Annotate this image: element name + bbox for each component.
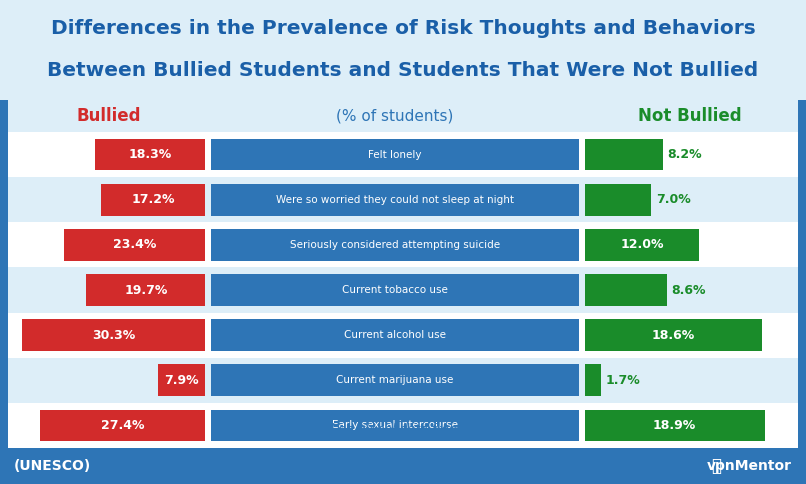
- Bar: [584, 274, 667, 306]
- Bar: [23, 319, 206, 351]
- Bar: [798, 100, 806, 448]
- Text: ⛨: ⛨: [711, 457, 721, 475]
- Bar: [39, 409, 206, 441]
- Text: 18.3%: 18.3%: [128, 148, 172, 161]
- Bar: [0, 448, 806, 484]
- Bar: [102, 184, 206, 215]
- Bar: [211, 274, 579, 306]
- Text: Between Bullied Students and Students That Were Not Bullied: Between Bullied Students and Students Th…: [48, 60, 758, 79]
- Bar: [8, 132, 798, 177]
- Bar: [8, 100, 798, 132]
- Bar: [0, 0, 806, 100]
- Text: 8.6%: 8.6%: [671, 284, 706, 297]
- Text: 18.9%: 18.9%: [653, 419, 696, 432]
- Bar: [8, 177, 798, 222]
- Text: Differences in the Prevalence of Risk Thoughts and Behaviors: Differences in the Prevalence of Risk Th…: [51, 18, 755, 37]
- Text: 8.2%: 8.2%: [667, 148, 702, 161]
- Bar: [584, 409, 765, 441]
- Bar: [211, 184, 579, 215]
- Bar: [584, 364, 601, 396]
- Bar: [8, 403, 798, 448]
- Bar: [211, 229, 579, 261]
- Text: 30.3%: 30.3%: [92, 329, 135, 342]
- Text: 7.0%: 7.0%: [656, 193, 691, 206]
- Text: Felt lonely: Felt lonely: [368, 150, 422, 160]
- Text: Current tobacco use: Current tobacco use: [343, 285, 448, 295]
- Text: Note: Based on global data from 96 countries.: Note: Based on global data from 96 count…: [259, 424, 547, 437]
- Text: (% of students): (% of students): [336, 108, 454, 123]
- Text: Bullied: Bullied: [77, 107, 141, 125]
- Bar: [584, 319, 762, 351]
- Text: Current alcohol use: Current alcohol use: [344, 330, 446, 340]
- Text: 17.2%: 17.2%: [131, 193, 175, 206]
- Bar: [584, 229, 699, 261]
- Text: 18.6%: 18.6%: [651, 329, 695, 342]
- Text: Were so worried they could not sleep at night: Were so worried they could not sleep at …: [276, 195, 514, 205]
- Bar: [211, 319, 579, 351]
- Text: 12.0%: 12.0%: [620, 238, 663, 251]
- Text: Early sexual intercourse: Early sexual intercourse: [332, 421, 458, 430]
- Text: Seriously considered attempting suicide: Seriously considered attempting suicide: [290, 240, 501, 250]
- Bar: [584, 184, 651, 215]
- Bar: [64, 229, 206, 261]
- Bar: [8, 222, 798, 268]
- Bar: [211, 139, 579, 170]
- Text: 7.9%: 7.9%: [164, 374, 199, 387]
- Text: vpnMentor: vpnMentor: [707, 459, 792, 473]
- Bar: [158, 364, 206, 396]
- Text: 19.7%: 19.7%: [124, 284, 168, 297]
- Bar: [8, 313, 798, 358]
- Text: 23.4%: 23.4%: [113, 238, 156, 251]
- Bar: [211, 364, 579, 396]
- Text: 1.7%: 1.7%: [606, 374, 641, 387]
- Text: 27.4%: 27.4%: [101, 419, 144, 432]
- Text: Current marijuana use: Current marijuana use: [336, 375, 454, 385]
- Bar: [0, 100, 8, 448]
- Bar: [584, 139, 663, 170]
- Text: (UNESCO): (UNESCO): [14, 459, 91, 473]
- Bar: [211, 409, 579, 441]
- Text: Not Bullied: Not Bullied: [638, 107, 742, 125]
- Bar: [95, 139, 206, 170]
- Bar: [86, 274, 206, 306]
- Bar: [8, 358, 798, 403]
- Bar: [8, 268, 798, 313]
